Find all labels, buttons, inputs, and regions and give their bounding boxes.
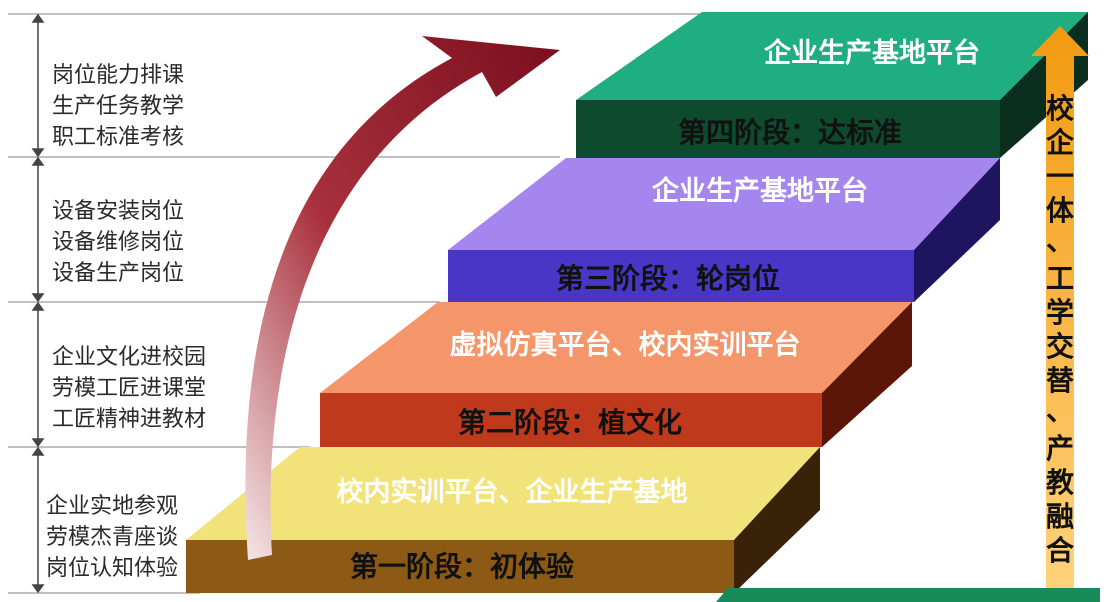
step-2: 虚拟仿真平台、校内实训平台 第二阶段：植文化 xyxy=(320,302,912,447)
side-char: 替 xyxy=(1046,364,1074,397)
step-3-platform: 企业生产基地平台 xyxy=(652,175,868,207)
left-group-2: 设备安装岗位 设备维修岗位 设备生产岗位 xyxy=(52,199,184,286)
step-1-side xyxy=(734,447,820,593)
side-char: 产 xyxy=(1046,432,1074,465)
step-4-stage: 第四阶段：达标准 xyxy=(678,116,902,149)
step-1-top xyxy=(186,447,820,540)
step-3-stage: 第三阶段：轮岗位 xyxy=(556,262,780,295)
left-group-1: 岗位能力排课 生产任务教学 职工标准考核 xyxy=(52,63,184,150)
step-4-top xyxy=(576,12,1088,100)
side-char: 体 xyxy=(1046,194,1075,227)
step-1-platform: 校内实训平台、企业生产基地 xyxy=(337,476,688,508)
step-3-top xyxy=(448,158,1000,250)
left-text: 工匠精神进教材 xyxy=(52,407,206,432)
separator-lines xyxy=(8,13,700,594)
left-text: 岗位能力排课 xyxy=(52,63,184,88)
step-4-front xyxy=(576,100,1000,158)
left-text: 设备安装岗位 xyxy=(52,199,184,224)
step-2-top xyxy=(320,302,912,393)
left-text: 劳模工匠进课堂 xyxy=(52,376,206,401)
side-char: 学 xyxy=(1046,296,1074,329)
step-3-side xyxy=(914,158,1000,302)
side-arrow xyxy=(1031,26,1089,590)
step-2-side xyxy=(822,302,912,447)
step-3: 企业生产基地平台 第三阶段：轮岗位 xyxy=(448,158,1000,302)
step-3-front xyxy=(448,250,914,302)
side-text: 校 企 一 体 、 工 学 交 替 、 产 教 融 合 xyxy=(1046,92,1075,567)
side-char: 一 xyxy=(1046,160,1074,193)
left-text: 设备生产岗位 xyxy=(52,261,184,286)
side-char: 教 xyxy=(1046,466,1074,499)
left-text: 岗位认知体验 xyxy=(46,556,178,581)
step-2-platform: 虚拟仿真平台、校内实训平台 xyxy=(450,329,801,361)
side-char: 校 xyxy=(1046,92,1075,125)
step-4-platform: 企业生产基地平台 xyxy=(764,37,980,69)
side-char: 、 xyxy=(1046,394,1074,427)
side-char: 、 xyxy=(1046,224,1074,257)
left-group-4: 企业实地参观 劳模杰青座谈 岗位认知体验 xyxy=(46,494,178,581)
range-arrows xyxy=(31,13,45,594)
green-base-bar xyxy=(716,588,1100,602)
step-1: 校内实训平台、企业生产基地 第一阶段：初体验 xyxy=(186,447,820,593)
side-char: 融 xyxy=(1046,500,1074,533)
step-2-front xyxy=(320,393,822,447)
step-1-stage: 第一阶段：初体验 xyxy=(350,550,574,583)
left-group-3: 企业文化进校园 劳模工匠进课堂 工匠精神进教材 xyxy=(52,345,206,432)
left-text: 劳模杰青座谈 xyxy=(46,525,178,550)
left-text: 生产任务教学 xyxy=(52,94,184,119)
step-1-front xyxy=(186,540,734,593)
left-text: 职工标准考核 xyxy=(52,125,184,150)
left-text: 企业实地参观 xyxy=(46,494,178,519)
side-char: 工 xyxy=(1046,262,1074,295)
step-4: 企业生产基地平台 第四阶段：达标准 xyxy=(576,12,1088,158)
left-text: 设备维修岗位 xyxy=(52,230,184,255)
side-char: 合 xyxy=(1046,534,1075,567)
left-text: 企业文化进校园 xyxy=(52,345,206,370)
side-char: 企 xyxy=(1046,126,1075,159)
side-char: 交 xyxy=(1046,330,1074,363)
step-2-stage: 第二阶段：植文化 xyxy=(458,406,682,439)
